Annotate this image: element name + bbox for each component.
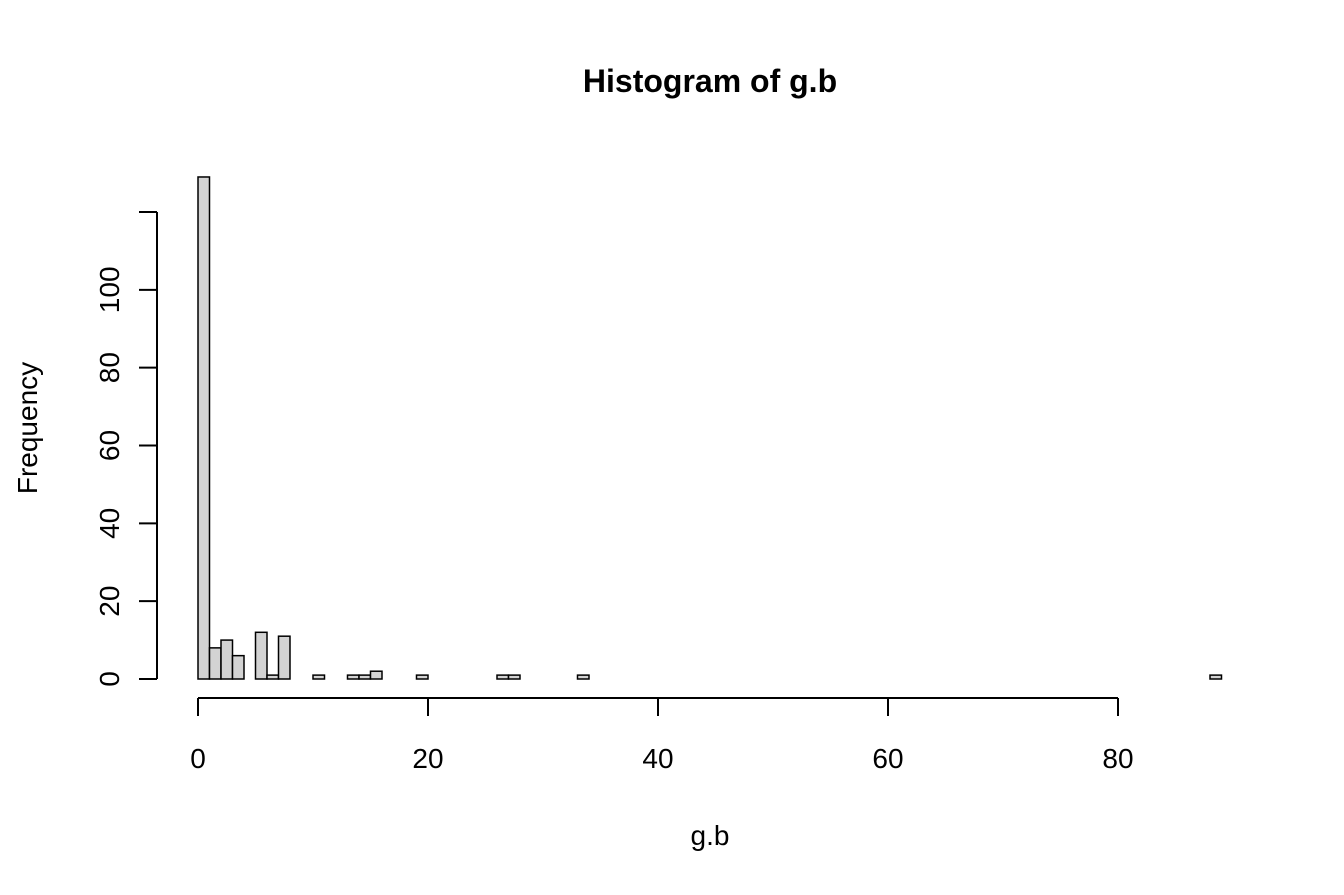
histogram-bar-1 bbox=[208, 647, 222, 680]
histogram-bar-11 bbox=[369, 670, 383, 680]
histogram-bar-16 bbox=[1209, 674, 1223, 680]
x-tick-label-2: 40 bbox=[642, 743, 673, 774]
histogram-bar-7 bbox=[277, 635, 291, 680]
chart-title: Histogram of g.b bbox=[583, 63, 837, 99]
histogram-bar-6 bbox=[266, 674, 280, 680]
histogram-bar-9 bbox=[346, 674, 360, 680]
histogram-bar-3 bbox=[231, 654, 245, 680]
y-tick-label-0: 0 bbox=[94, 671, 125, 687]
y-tick-label-3: 60 bbox=[94, 430, 125, 461]
histogram-bar-14 bbox=[507, 674, 521, 680]
y-tick-label-1: 20 bbox=[94, 586, 125, 617]
y-tick-label-4: 80 bbox=[94, 352, 125, 383]
histogram-bar-2 bbox=[220, 639, 234, 680]
x-axis: 0 20 40 60 80 bbox=[190, 697, 1134, 774]
x-tick-label-4: 80 bbox=[1102, 743, 1133, 774]
histogram-bar-12 bbox=[415, 674, 429, 680]
x-tick-label-0: 0 bbox=[190, 743, 206, 774]
histogram-bar-13 bbox=[496, 674, 510, 680]
bars-group bbox=[197, 176, 1223, 680]
x-tick-label-1: 20 bbox=[412, 743, 443, 774]
y-tick-label-2: 40 bbox=[94, 508, 125, 539]
histogram-bar-10 bbox=[358, 674, 372, 680]
histogram-bar-8 bbox=[312, 674, 326, 680]
histogram-bar-0 bbox=[197, 176, 211, 680]
x-axis-label: g.b bbox=[691, 820, 730, 851]
y-axis-label: Frequency bbox=[12, 362, 43, 494]
y-tick-label-5: 100 bbox=[94, 266, 125, 313]
histogram-bar-5 bbox=[254, 631, 268, 680]
x-tick-label-3: 60 bbox=[872, 743, 903, 774]
histogram-bar-15 bbox=[576, 674, 590, 680]
y-axis: 0 20 40 60 80 100 bbox=[94, 211, 158, 687]
